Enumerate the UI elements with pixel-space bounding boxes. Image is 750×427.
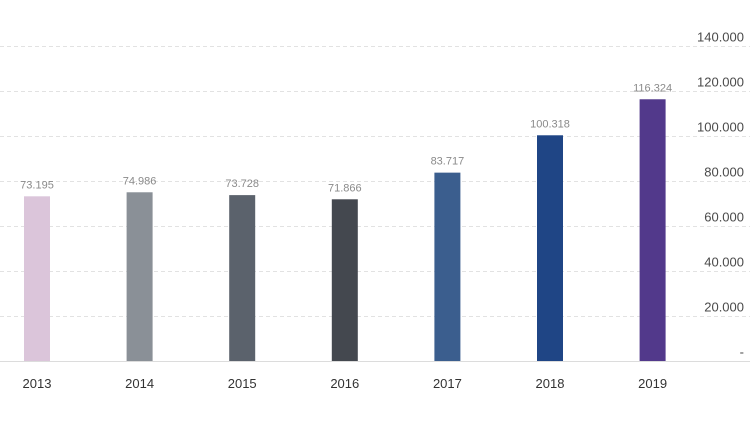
x-tick-label: 2014 [125, 376, 154, 391]
y-tick-label: 60.000 [704, 210, 744, 225]
data-label: 74.986 [123, 175, 157, 187]
data-label: 73.728 [225, 178, 259, 190]
x-tick-label: 2015 [228, 376, 257, 391]
bar-2015 [229, 195, 256, 361]
bar-2013 [24, 196, 50, 361]
data-label: 83.717 [431, 156, 465, 168]
y-tick-label: 40.000 [704, 255, 744, 270]
x-tick-label: 2013 [23, 376, 52, 391]
y-axis-ticks: 140.000 120.000 100.000 80.000 60.000 40.000 2… [697, 30, 744, 360]
x-tick-label: 2018 [536, 376, 565, 391]
y-tick-label: 80.000 [704, 165, 744, 180]
data-label: 100.318 [530, 118, 570, 130]
data-labels: 73.195 74.986 73.728 71.866 83.717 100.318 116… [20, 82, 672, 194]
y-tick-label: 140.000 [697, 30, 744, 45]
bar-2017 [434, 172, 461, 361]
bar-2019 [639, 99, 666, 362]
y-tick-label: - [740, 345, 744, 360]
x-axis-ticks: 2013 2014 2015 2016 2017 2018 2019 [23, 376, 668, 391]
gridlines [0, 46, 750, 362]
y-tick-label: 120.000 [697, 75, 744, 90]
x-tick-label: 2019 [638, 376, 667, 391]
x-tick-label: 2017 [433, 376, 462, 391]
data-label: 116.324 [633, 82, 672, 94]
bar-2016 [331, 199, 358, 361]
x-tick-label: 2016 [330, 376, 359, 391]
bar-2014 [126, 192, 153, 361]
bar-2018 [537, 135, 563, 361]
data-label: 73.195 [20, 179, 54, 191]
bars [24, 99, 666, 362]
data-label: 71.866 [328, 182, 362, 194]
y-tick-label: 20.000 [704, 300, 744, 315]
y-tick-label: 100.000 [697, 120, 744, 135]
